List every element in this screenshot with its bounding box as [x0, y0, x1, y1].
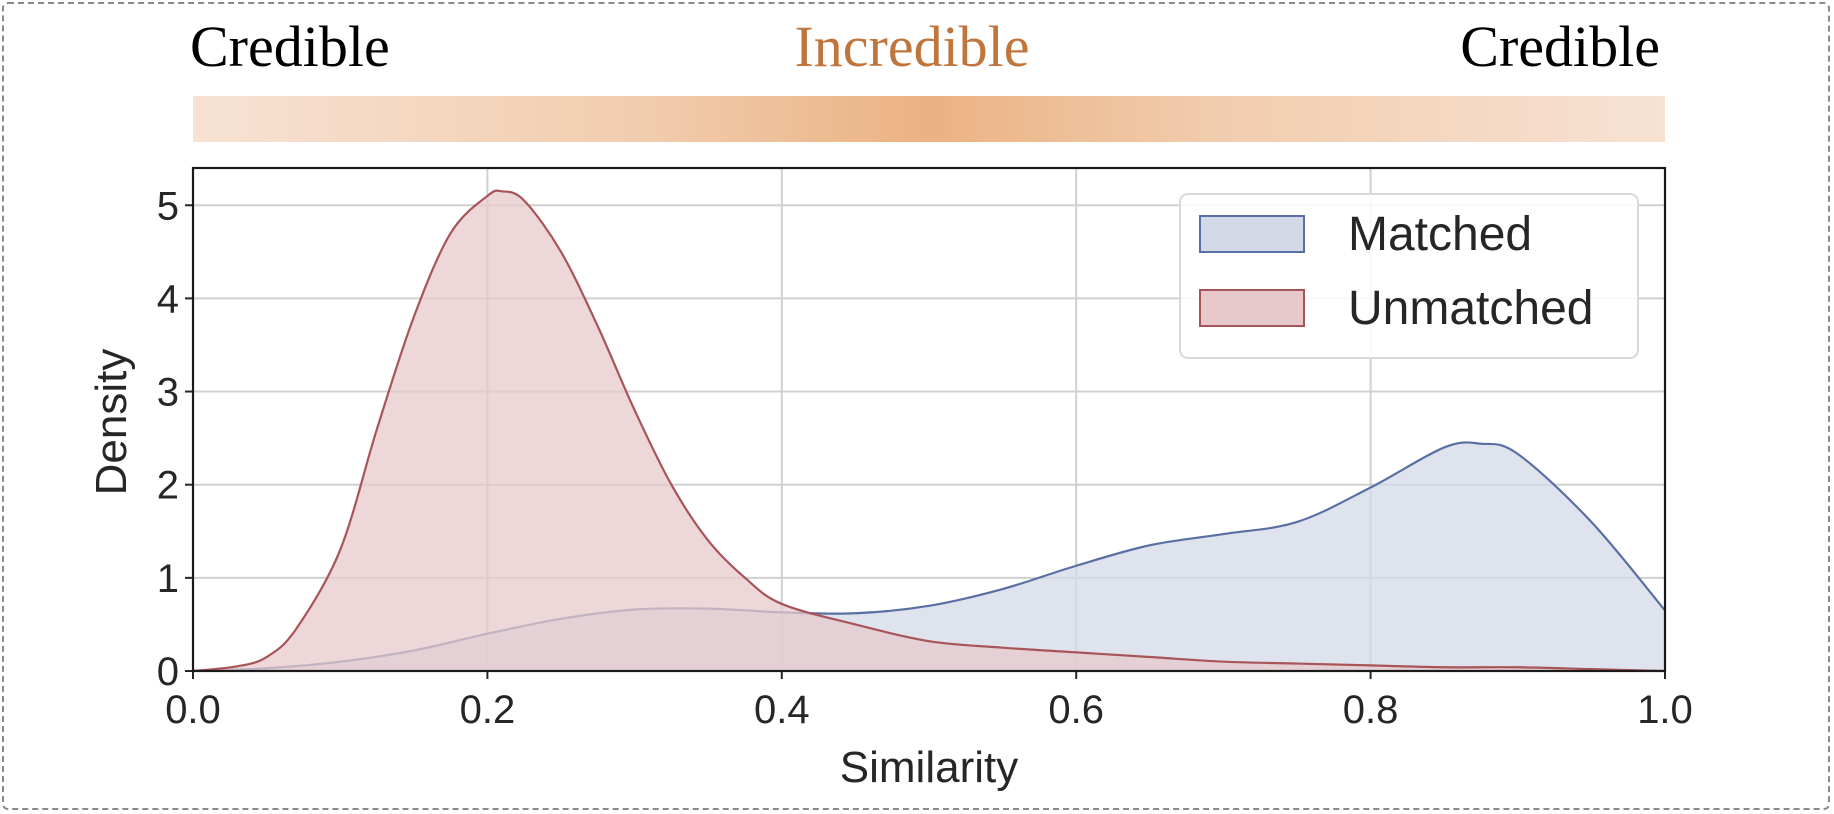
legend-label-matched: Matched [1348, 208, 1532, 261]
legend-label-unmatched: Unmatched [1348, 282, 1593, 335]
credible-left-label: Credible [190, 14, 390, 79]
y-axis-title: Density [87, 349, 136, 496]
x-tick-label: 0.0 [165, 688, 221, 732]
area-unmatched [193, 190, 1665, 672]
y-tick-label: 0 [157, 650, 179, 694]
x-tick-label: 1.0 [1637, 688, 1693, 732]
x-tick-label: 0.2 [460, 688, 516, 732]
legend-swatch-unmatched [1199, 289, 1305, 327]
x-tick-label: 0.4 [754, 688, 810, 732]
y-tick-label: 1 [157, 557, 179, 601]
y-tick-label: 4 [157, 277, 179, 321]
incredible-center-label: Incredible [794, 14, 1030, 79]
y-tick-label: 5 [157, 184, 179, 228]
legend: Matched Unmatched [1179, 193, 1639, 359]
credibility-gradient-bar [193, 96, 1665, 142]
x-axis-title: Similarity [840, 743, 1018, 792]
plot-frame [191, 166, 1667, 673]
credible-right-label: Credible [1460, 14, 1660, 79]
area-matched [193, 442, 1665, 671]
series-area [192, 189, 1666, 673]
x-tick-label: 0.8 [1343, 688, 1399, 732]
legend-swatch-matched [1199, 215, 1305, 253]
x-tick-label: 0.6 [1048, 688, 1104, 732]
line-unmatched [192, 189, 1666, 673]
axes: 0.0 0.2 0.4 0.6 0.8 1.0 0 1 2 3 4 5 [157, 166, 1693, 732]
y-tick-label: 3 [157, 371, 179, 415]
y-tick-label: 2 [157, 464, 179, 508]
